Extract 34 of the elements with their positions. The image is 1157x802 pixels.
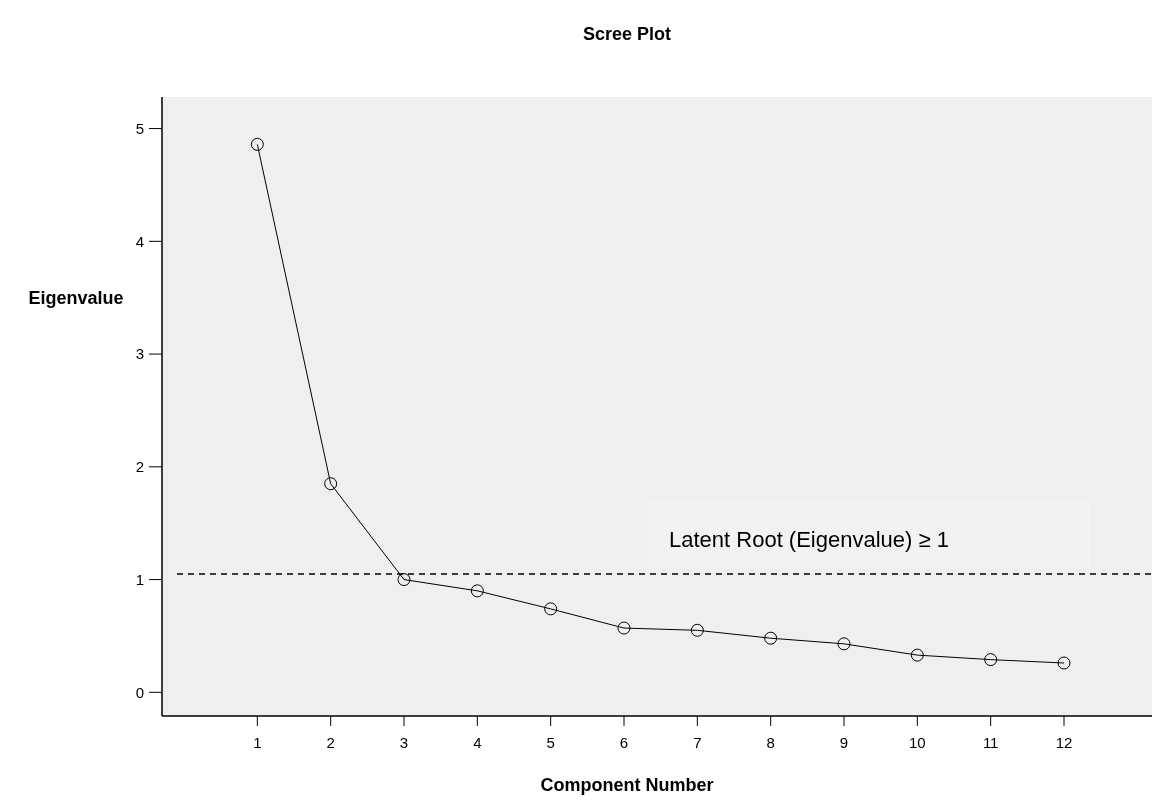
point <box>984 653 998 667</box>
x-tick-label: 11 <box>982 734 999 751</box>
y-tick-label: 5 <box>135 119 144 137</box>
x-tick-label: 8 <box>766 734 775 751</box>
x-tick-label: 10 <box>908 734 926 751</box>
point <box>397 573 411 587</box>
point <box>910 648 924 662</box>
y-tick-label: 0 <box>135 683 144 701</box>
chart-title: Scree Plot <box>582 24 672 44</box>
x-tick-label: 3 <box>399 734 409 751</box>
point <box>544 602 558 616</box>
x-tick-label: 12 <box>1055 734 1073 751</box>
x-tick-label: 5 <box>546 734 555 751</box>
y-axis-title: Eigenvalue <box>28 288 124 308</box>
x-tick-label: 6 <box>619 734 629 751</box>
point <box>617 621 631 635</box>
point <box>1057 656 1071 670</box>
point <box>837 637 851 651</box>
point <box>470 584 484 598</box>
x-tick-label: 2 <box>326 734 335 751</box>
point <box>324 477 338 491</box>
y-tick-label: 3 <box>135 345 144 363</box>
point <box>690 623 704 637</box>
ref-line-label: Latent Root (Eigenvalue) ≥ 1 <box>669 526 949 552</box>
point <box>764 631 778 645</box>
x-tick-label: 7 <box>693 734 702 751</box>
x-tick-label: 4 <box>473 734 482 751</box>
point <box>250 137 264 151</box>
x-axis-title: Component Number <box>540 775 714 795</box>
y-tick-label: 4 <box>135 232 144 250</box>
y-tick-label: 2 <box>135 458 144 476</box>
x-tick-label: 1 <box>253 734 262 751</box>
y-tick-label: 1 <box>135 570 144 588</box>
x-tick-label: 9 <box>839 734 849 751</box>
